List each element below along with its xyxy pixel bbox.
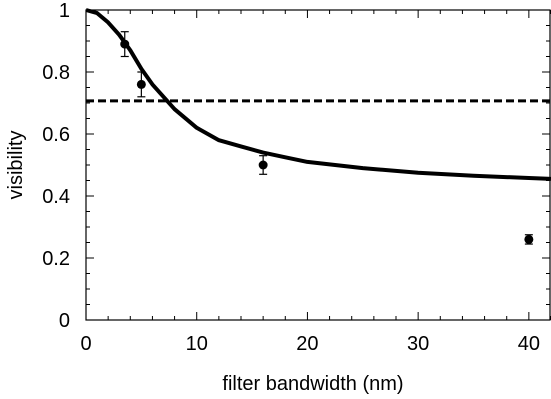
y-axis-label: visibility — [5, 131, 27, 200]
y-tick-label: 1 — [59, 0, 70, 22]
x-axis-label: filter bandwidth (nm) — [222, 373, 403, 395]
y-tick-label: 0.4 — [42, 186, 70, 208]
data-point — [258, 160, 268, 170]
y-tick-label: 0.2 — [42, 248, 70, 270]
x-tick-label: 10 — [186, 333, 208, 355]
data-point — [524, 234, 534, 244]
theory-curve — [85, 8, 551, 181]
y-tick-label: 0 — [59, 310, 70, 332]
data-point — [136, 79, 146, 89]
x-tick-label: 40 — [518, 333, 540, 355]
y-tick-label: 0.6 — [42, 124, 70, 146]
x-tick-label: 20 — [296, 333, 318, 355]
plot-area: 0 10 20 30 40 0 0.2 0.4 0.6 0.8 1 — [42, 0, 551, 355]
x-tick-label: 30 — [407, 333, 429, 355]
x-tick-label: 0 — [80, 333, 91, 355]
y-tick-label: 0.8 — [42, 62, 70, 84]
